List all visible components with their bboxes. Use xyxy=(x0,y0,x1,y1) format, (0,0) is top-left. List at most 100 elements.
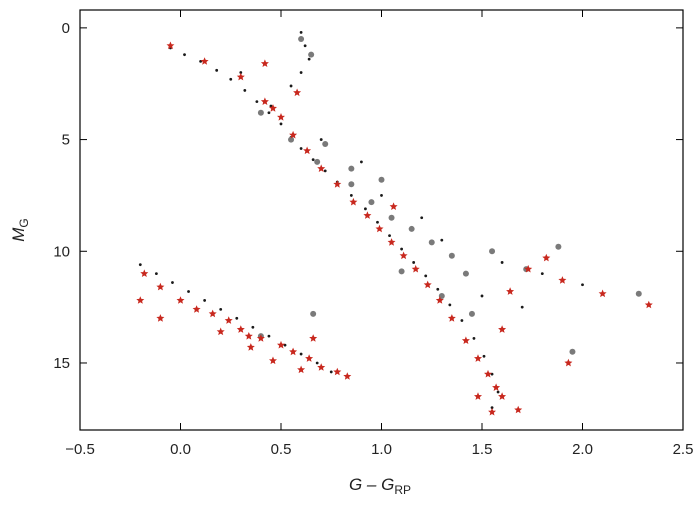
data-point xyxy=(520,305,524,309)
star-marker xyxy=(524,264,533,273)
grey-point xyxy=(298,36,305,43)
x-tick-label: 0.0 xyxy=(170,441,191,458)
data-point xyxy=(299,352,303,356)
star-marker xyxy=(399,251,408,260)
y-axis-label-main: M xyxy=(9,227,28,242)
star-marker xyxy=(200,57,209,65)
data-point xyxy=(319,138,323,141)
star-marker xyxy=(461,336,470,344)
data-point xyxy=(329,370,333,374)
grey-point xyxy=(462,270,469,277)
star-marker xyxy=(514,405,523,414)
x-tick-label: −0.5 xyxy=(65,441,95,458)
star-marker xyxy=(289,130,298,139)
data-point xyxy=(460,319,464,322)
grey-point xyxy=(388,214,395,221)
grey-point xyxy=(428,239,435,246)
star-marker xyxy=(136,296,145,304)
data-point xyxy=(283,343,287,347)
grey-point xyxy=(378,176,385,183)
star-marker xyxy=(343,372,352,380)
data-point xyxy=(299,71,303,74)
grey-point xyxy=(288,136,295,143)
y-tick-label: 10 xyxy=(53,243,70,260)
y-tick-label: 5 xyxy=(62,132,70,149)
data-point xyxy=(480,294,484,298)
data-point xyxy=(251,325,255,329)
grey-point xyxy=(368,199,375,206)
grey-point xyxy=(398,268,405,275)
star-marker xyxy=(289,347,298,356)
data-point xyxy=(243,89,247,92)
star-marker xyxy=(277,113,285,121)
x-axis-label: G – GRP xyxy=(349,475,411,497)
data-point xyxy=(307,57,311,61)
star-marker xyxy=(411,264,420,273)
data-point xyxy=(581,283,584,287)
data-point xyxy=(215,68,219,72)
star-marker xyxy=(317,363,326,371)
data-point xyxy=(203,299,207,302)
grey-point xyxy=(322,141,329,148)
data-point xyxy=(349,194,353,197)
data-points xyxy=(136,30,653,416)
x-tick-label: 0.5 xyxy=(271,441,292,458)
data-point xyxy=(154,272,158,276)
star-marker xyxy=(447,314,456,322)
grey-point xyxy=(408,225,415,232)
star-marker xyxy=(564,358,573,367)
data-point xyxy=(500,261,504,264)
data-point xyxy=(289,84,293,88)
star-marker xyxy=(140,269,149,277)
star-marker xyxy=(333,180,342,188)
star-marker xyxy=(484,369,492,378)
star-marker xyxy=(256,334,265,342)
star-marker xyxy=(216,327,225,336)
axis-ticks: −0.5 0.0 0.5 1.0 1.5 2.0 2.5 0 5 10 15 xyxy=(53,10,693,458)
data-point xyxy=(187,290,190,293)
data-point xyxy=(472,337,476,340)
data-point xyxy=(315,361,319,365)
star-marker xyxy=(260,59,269,67)
star-marker xyxy=(644,300,653,309)
star-marker xyxy=(269,356,277,365)
data-point xyxy=(219,307,223,311)
grey-point xyxy=(555,243,562,250)
data-point xyxy=(540,272,544,276)
data-point xyxy=(490,406,494,410)
data-point xyxy=(183,53,186,57)
data-point xyxy=(171,281,174,284)
data-point xyxy=(400,247,403,251)
data-point xyxy=(360,160,363,164)
star-marker xyxy=(208,309,217,318)
data-point xyxy=(364,207,367,211)
data-point xyxy=(279,122,283,126)
grey-point xyxy=(348,165,355,172)
x-tick-label: 2.0 xyxy=(572,441,593,458)
star-marker xyxy=(474,392,482,400)
star-marker xyxy=(303,146,312,155)
grey-point xyxy=(314,158,321,165)
data-point xyxy=(311,158,315,162)
data-point xyxy=(255,100,259,103)
y-tick-label: 0 xyxy=(62,20,70,37)
data-point xyxy=(490,372,494,376)
grey-point xyxy=(448,252,455,259)
star-marker xyxy=(236,72,245,81)
star-marker xyxy=(166,41,175,50)
data-point xyxy=(235,316,239,320)
star-marker xyxy=(293,88,302,97)
data-point xyxy=(299,30,303,34)
data-point xyxy=(138,263,142,267)
grey-point xyxy=(468,310,475,317)
data-point xyxy=(229,77,233,81)
star-marker xyxy=(246,343,255,351)
data-point xyxy=(496,390,500,394)
grey-point xyxy=(569,348,576,355)
x-tick-label: 2.5 xyxy=(673,441,694,458)
star-marker xyxy=(236,325,245,333)
data-point xyxy=(448,303,452,307)
grey-point xyxy=(489,248,496,255)
star-marker xyxy=(176,296,185,304)
data-point xyxy=(239,71,243,74)
